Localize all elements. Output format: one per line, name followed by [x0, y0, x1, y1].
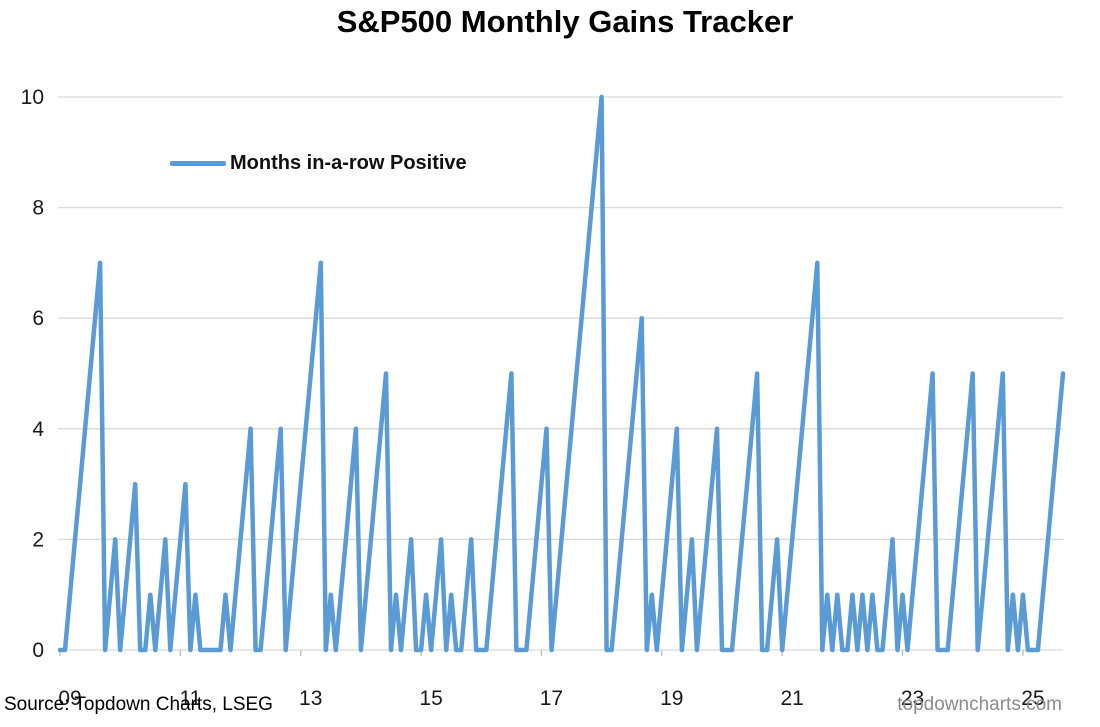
- x-tick-label: 09: [58, 687, 81, 710]
- x-tick-label: 13: [299, 687, 322, 710]
- series-line-months-positive: [57, 94, 1066, 653]
- x-tick-label: 21: [780, 687, 803, 710]
- source-note: Source: Topdown Charts, LSEG: [4, 694, 273, 715]
- watermark-link[interactable]: topdowncharts.com: [897, 694, 1062, 715]
- y-tick-label: 10: [21, 86, 44, 109]
- x-tick-label: 15: [419, 687, 442, 710]
- x-tick-label: 23: [901, 687, 924, 710]
- x-tick-label: 19: [660, 687, 683, 710]
- legend: Months in-a-row Positive: [170, 152, 467, 175]
- legend-label: Months in-a-row Positive: [230, 152, 467, 174]
- y-tick-label: 4: [32, 418, 44, 441]
- x-tick-label: 11: [179, 687, 201, 710]
- y-tick-label: 0: [32, 639, 44, 662]
- x-tick-label: 25: [1021, 687, 1044, 710]
- legend-line-swatch: [170, 161, 226, 166]
- x-tick-label: 17: [540, 687, 563, 710]
- chart-title: S&P500 Monthly Gains Tracker: [336, 4, 794, 39]
- y-tick-label: 6: [32, 307, 44, 330]
- y-tick-label: 2: [32, 528, 44, 551]
- y-tick-label: 8: [32, 197, 44, 220]
